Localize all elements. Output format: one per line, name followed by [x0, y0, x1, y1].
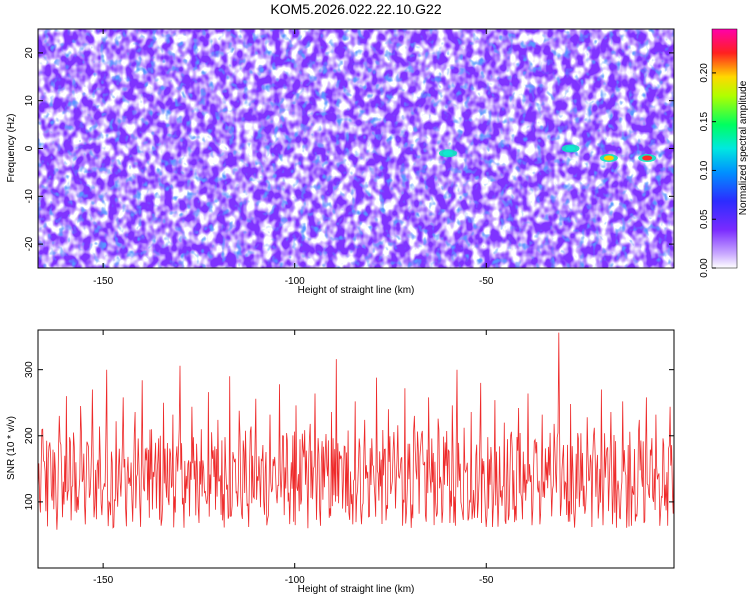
- spec-y-tick-label: 10: [24, 95, 35, 107]
- spec-y-tick-label: -20: [24, 236, 35, 251]
- snr-y-tick-label: 300: [24, 361, 35, 378]
- snr-y-tick-label: 200: [24, 427, 35, 444]
- colorbar-tick-label: 0.10: [699, 160, 710, 180]
- spec-y-tick-label: -10: [24, 189, 35, 204]
- spectrogram-y-ticks: -20 -10 0 10 20: [24, 47, 674, 251]
- spectrogram-y-label: Frequency (Hz): [6, 114, 17, 183]
- snr-panel: -150 -100 -50 100 200 300 Height of straight…: [6, 329, 675, 595]
- colorbar-scale: [711, 28, 738, 269]
- spec-feature-peak: [442, 150, 453, 156]
- snr-x-label: Height of straight line (km): [298, 584, 415, 595]
- snr-line: [38, 332, 674, 530]
- spec-feature-peak: [603, 155, 614, 161]
- spectrogram-x-ticks: -150 -100 -50: [93, 29, 494, 287]
- colorbar: 0.00 0.05 0.10 0.15 0.20 Normalized spectral…: [699, 28, 749, 278]
- snr-plot-area: [38, 330, 674, 568]
- snr-x-tick-label: -150: [93, 575, 113, 586]
- snr-frame: [37, 329, 675, 569]
- colorbar-tick-label: 0.15: [699, 112, 710, 132]
- spec-y-tick-label: 20: [24, 47, 35, 59]
- spectrogram-x-label: Height of straight line (km): [298, 285, 415, 296]
- spec-y-tick-label: 0: [24, 145, 35, 151]
- spec-x-tick-label: -100: [285, 276, 305, 287]
- chart-title: KOM5.2026.022.22.10.G22: [270, 1, 442, 17]
- colorbar-ticks: 0.00 0.05 0.10 0.15 0.20: [699, 63, 716, 278]
- spectrogram-features: [438, 144, 657, 163]
- spec-x-tick-label: -150: [93, 276, 113, 287]
- snr-y-ticks: 100 200 300: [24, 361, 674, 510]
- snr-x-ticks: -150 -100 -50: [93, 330, 494, 586]
- spec-feature-peak: [642, 155, 653, 161]
- colorbar-label: Normalized spectral amplitude: [738, 80, 749, 215]
- snr-y-label: SNR (10 * v/v): [6, 416, 17, 480]
- snr-x-tick-label: -100: [285, 575, 305, 586]
- snr-y-tick-label: 100: [24, 493, 35, 510]
- snr-x-tick-label: -50: [479, 575, 494, 586]
- colorbar-tick-label: 0.00: [699, 258, 710, 278]
- colorbar-tick-label: 0.05: [699, 209, 710, 229]
- spec-x-tick-label: -50: [479, 276, 494, 287]
- colorbar-tick-label: 0.20: [699, 63, 710, 83]
- spec-feature-peak: [565, 146, 576, 151]
